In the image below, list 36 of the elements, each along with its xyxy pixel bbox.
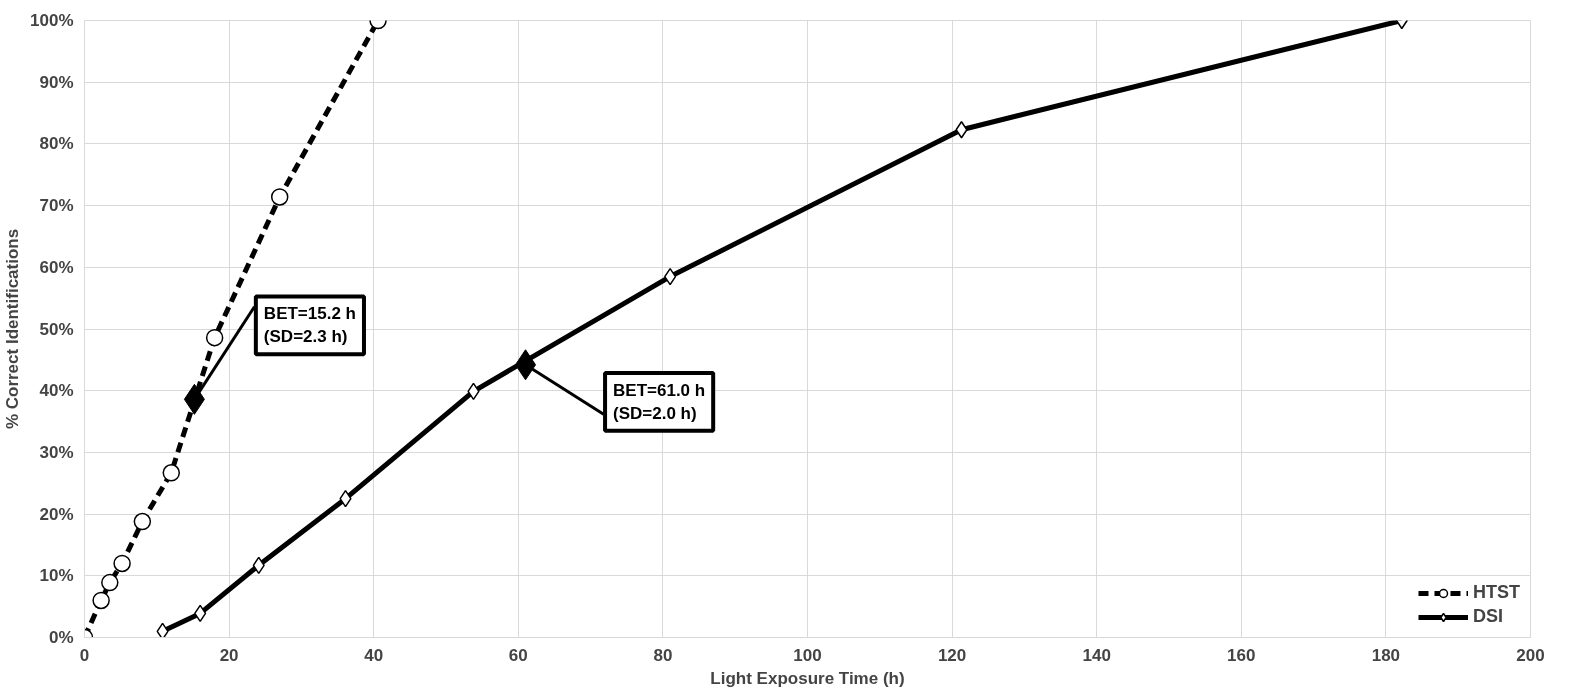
point	[92, 591, 110, 610]
x-tick-label: 200	[1516, 645, 1545, 665]
x-tick-label: 180	[1371, 645, 1401, 665]
point	[101, 573, 119, 592]
annotation: BET=15.2 h (SD=2.3 h)	[263, 304, 356, 347]
x-tick-label: 20	[219, 645, 239, 665]
y-tick-label: 20%	[39, 504, 74, 524]
legend-label: DSI	[1473, 606, 1504, 627]
y-tick-label: 70%	[39, 196, 74, 216]
x-tick-label: 100	[793, 645, 822, 665]
y-tick-label: 60%	[39, 257, 74, 277]
y-tick-label: 90%	[39, 72, 74, 92]
x-tick-label: 140	[1082, 645, 1111, 665]
y-axis-title: % Correct Identifications	[3, 228, 23, 430]
x-tick-label: 80	[653, 645, 673, 665]
x-tick-label: 40	[364, 645, 384, 665]
y-tick-label: 80%	[39, 134, 74, 154]
y-tick-label: 0%	[48, 628, 74, 647]
point	[162, 464, 181, 482]
y-tick-label: 50%	[39, 319, 74, 339]
x-axis-title: Light Exposure Time (h)	[710, 668, 905, 688]
point	[113, 554, 131, 573]
y-tick-label: 10%	[39, 566, 74, 586]
point	[133, 512, 152, 531]
x-tick-label: 120	[937, 645, 967, 665]
x-tick-label: 60	[508, 645, 528, 665]
point	[205, 328, 224, 347]
point	[156, 622, 169, 638]
y-tick-label: 100%	[30, 11, 74, 30]
x-tick-label: 0	[79, 645, 90, 665]
y-tick-label: 40%	[39, 381, 74, 401]
x-tick-label: 160	[1227, 645, 1256, 665]
y-tick-label: 30%	[39, 442, 74, 462]
legend-label: HTST	[1473, 582, 1520, 603]
point	[270, 188, 289, 206]
annotation: BET=61.0 h (SD=2.0 h)	[613, 380, 706, 423]
